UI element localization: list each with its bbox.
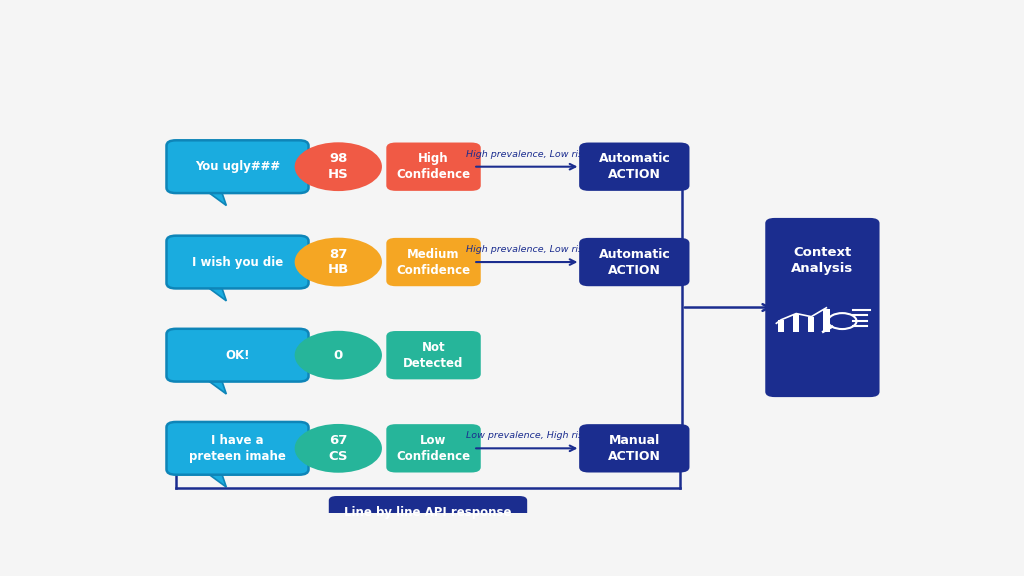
FancyBboxPatch shape <box>167 141 308 193</box>
Text: Context
Analysis: Context Analysis <box>792 246 854 275</box>
Polygon shape <box>201 468 226 487</box>
Text: Medium
Confidence: Medium Confidence <box>396 248 471 276</box>
FancyBboxPatch shape <box>386 424 480 472</box>
Circle shape <box>295 238 382 286</box>
Text: Manual
ACTION: Manual ACTION <box>608 434 660 463</box>
FancyBboxPatch shape <box>580 238 689 286</box>
Text: Low prevalence, High risk: Low prevalence, High risk <box>466 431 588 440</box>
Text: I have a
preteen imahe: I have a preteen imahe <box>189 434 286 463</box>
Text: 0: 0 <box>334 348 343 362</box>
FancyBboxPatch shape <box>329 496 527 529</box>
Text: You ugly###: You ugly### <box>195 160 281 173</box>
FancyBboxPatch shape <box>386 142 480 191</box>
Text: High prevalence, Low risk: High prevalence, Low risk <box>466 150 588 159</box>
Text: High prevalence, Low risk: High prevalence, Low risk <box>466 245 588 254</box>
Text: Automatic
ACTION: Automatic ACTION <box>598 248 670 276</box>
Polygon shape <box>201 376 226 394</box>
Text: 67
CS: 67 CS <box>329 434 348 463</box>
FancyBboxPatch shape <box>778 320 784 332</box>
Text: 98
HS: 98 HS <box>328 153 349 181</box>
Text: Low
Confidence: Low Confidence <box>396 434 471 463</box>
Text: OK!: OK! <box>225 348 250 362</box>
Circle shape <box>295 424 382 473</box>
FancyBboxPatch shape <box>580 142 689 191</box>
FancyBboxPatch shape <box>808 317 814 332</box>
FancyBboxPatch shape <box>765 218 880 397</box>
FancyBboxPatch shape <box>386 331 480 380</box>
FancyBboxPatch shape <box>793 313 800 332</box>
Text: Line by line API response: Line by line API response <box>344 506 512 519</box>
FancyBboxPatch shape <box>823 309 829 332</box>
Text: High
Confidence: High Confidence <box>396 152 471 181</box>
Text: Automatic
ACTION: Automatic ACTION <box>598 152 670 181</box>
Circle shape <box>295 142 382 191</box>
Circle shape <box>295 331 382 380</box>
FancyBboxPatch shape <box>167 329 308 381</box>
FancyBboxPatch shape <box>386 238 480 286</box>
FancyBboxPatch shape <box>167 236 308 289</box>
Polygon shape <box>201 187 226 206</box>
Text: I wish you die: I wish you die <box>191 256 284 268</box>
Polygon shape <box>201 282 226 301</box>
FancyBboxPatch shape <box>580 424 689 472</box>
FancyBboxPatch shape <box>167 422 308 475</box>
Text: 87
HB: 87 HB <box>328 248 349 276</box>
Text: Not
Detected: Not Detected <box>403 340 464 370</box>
